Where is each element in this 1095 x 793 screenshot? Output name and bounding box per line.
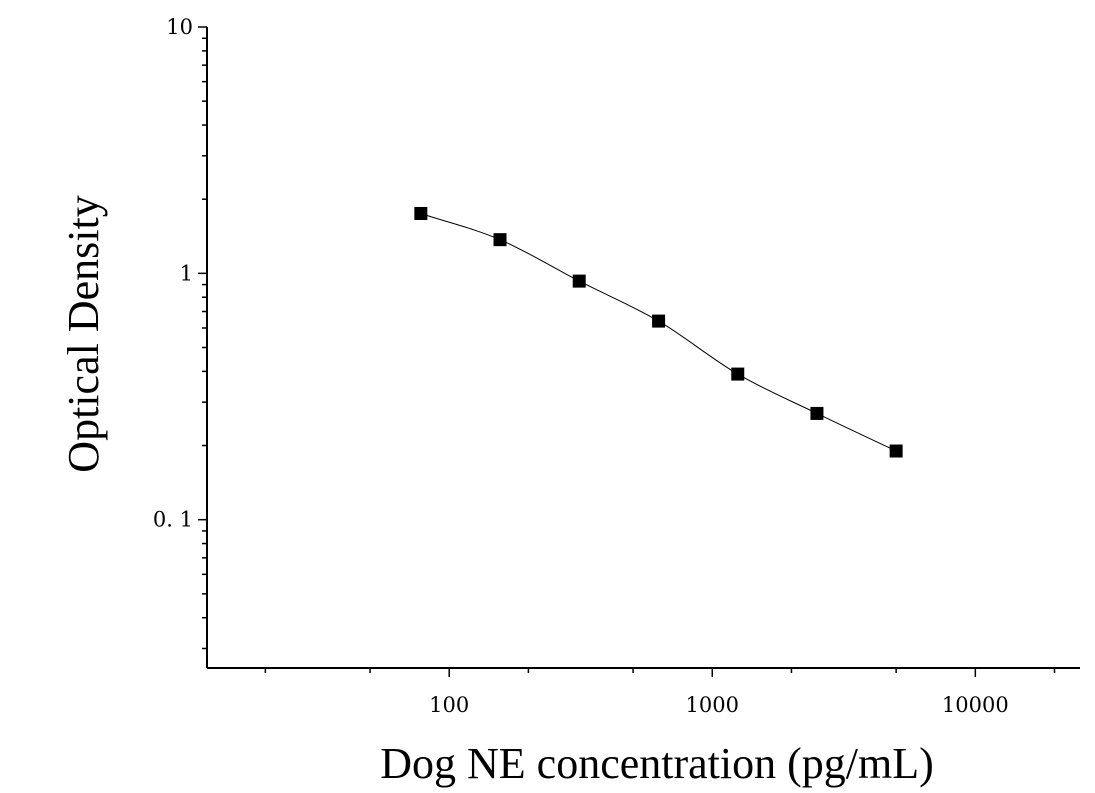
y-tick-label: 10 — [166, 15, 193, 39]
data-point — [889, 444, 903, 458]
y-tick-labels: 0. 1 1 10 — [153, 15, 193, 532]
y-ticks — [198, 26, 207, 650]
x-ticks — [264, 668, 1056, 677]
data-point — [572, 274, 586, 288]
y-tick-label: 0. 1 — [153, 508, 193, 532]
data-point — [493, 233, 507, 247]
fit-curve — [420, 212, 897, 452]
y-axis-title: Optical Density — [59, 195, 108, 472]
x-tick-label: 10000 — [942, 693, 1009, 717]
y-tick-label: 1 — [180, 261, 193, 285]
x-axis-title: Dog NE concentration (pg/mL) — [380, 739, 934, 788]
data-point — [731, 367, 745, 381]
data-point — [810, 406, 824, 420]
x-tick-labels: 100 1000 10000 — [429, 693, 1009, 717]
data-points — [414, 206, 903, 458]
data-point — [414, 206, 428, 220]
axes — [206, 27, 1080, 669]
x-tick-label: 100 — [429, 693, 469, 717]
data-point — [652, 314, 666, 328]
x-tick-label: 1000 — [686, 693, 739, 717]
